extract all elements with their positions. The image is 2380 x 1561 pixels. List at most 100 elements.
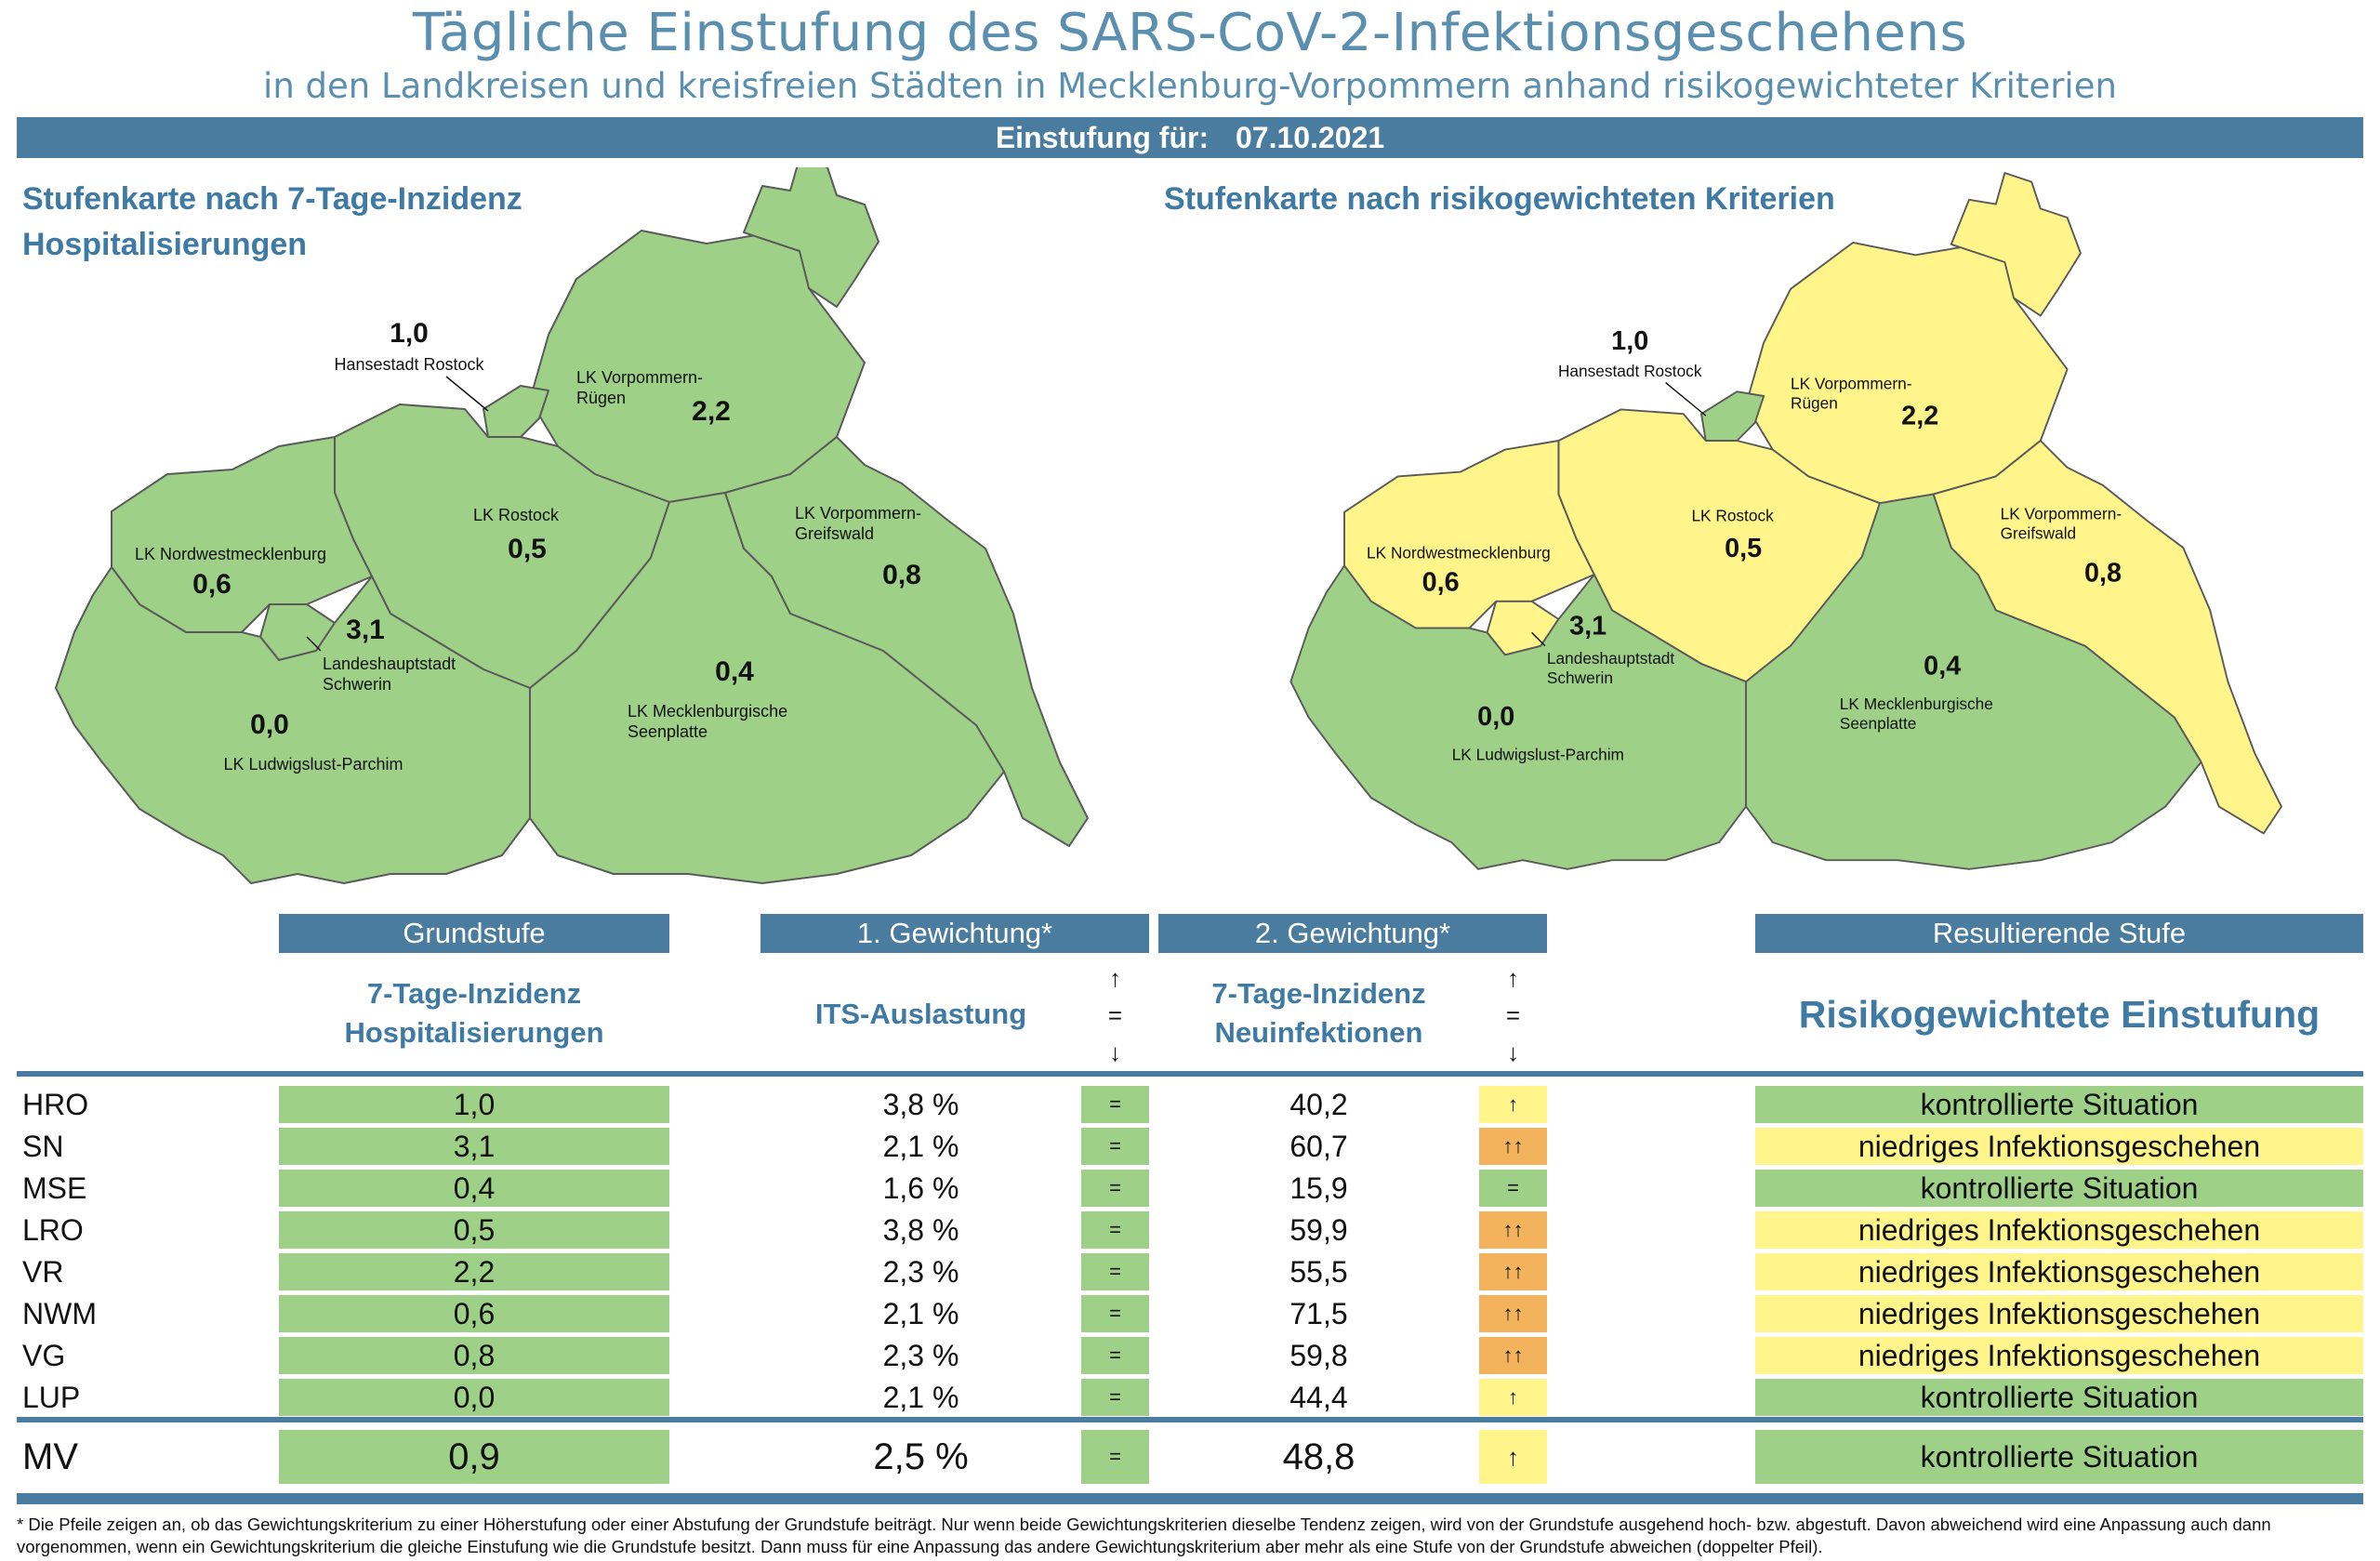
row-its-trend: = <box>1081 1295 1149 1332</box>
legend-down-icon: ↓ <box>1507 1038 1519 1066</box>
its-arrow-legend: ↑ = ↓ <box>1081 959 1149 1071</box>
row-hosp: 0,5 <box>279 1211 669 1249</box>
row-its-trend: = <box>1081 1379 1149 1416</box>
map-left-label-sn-1: Landeshauptstadt <box>323 655 456 673</box>
row-inz-trend: ↑↑ <box>1479 1295 1547 1332</box>
total-hosp: 0,9 <box>279 1430 669 1484</box>
row-its-trend: = <box>1081 1211 1149 1249</box>
map-left-label-nwm: LK Nordwestmecklenburg <box>135 545 326 563</box>
legend-eq-icon: = <box>1505 1001 1521 1029</box>
total-its: 2,5 % <box>873 1436 969 1477</box>
row-inz: 40,2 <box>1289 1088 1348 1121</box>
row-result: niedriges Infektionsgeschehen <box>1755 1211 2363 1249</box>
row-its: 2,1 % <box>882 1130 959 1163</box>
row-its: 2,3 % <box>882 1255 959 1289</box>
row-its: 2,1 % <box>882 1297 959 1330</box>
row-inz: 71,5 <box>1289 1297 1348 1330</box>
row-inz: 15,9 <box>1289 1171 1348 1205</box>
map-left-label-vg-2: Greifswald <box>795 524 874 543</box>
map-left-region-lup <box>55 566 531 884</box>
map-right-value-vg: 0,8 <box>2084 559 2122 589</box>
table-rule-total <box>17 1417 2363 1422</box>
map-right-label-sn-1: Landeshauptstadt <box>1547 649 1674 668</box>
row-result: niedriges Infektionsgeschehen <box>1755 1337 2363 1374</box>
row-inz-trend: = <box>1479 1170 1547 1207</box>
date-bar: Einstufung für: 07.10.2021 <box>17 117 2363 158</box>
row-its-trend: = <box>1081 1128 1149 1165</box>
row-result: kontrollierte Situation <box>1755 1379 2363 1416</box>
page-title: Tägliche Einstufung des SARS-CoV-2-Infek… <box>412 3 1968 63</box>
row-result: kontrollierte Situation <box>1755 1170 2363 1207</box>
subheader-hosp-line1: 7-Tage-Inzidenz <box>366 977 582 1010</box>
row-inz: 60,7 <box>1289 1130 1348 1163</box>
total-code: MV <box>22 1436 78 1477</box>
header-gewichtung1: 1. Gewichtung* <box>760 914 1149 953</box>
row-its: 2,3 % <box>882 1339 959 1372</box>
map-right-label-lro: LK Rostock <box>1691 506 1774 524</box>
subheader-hosp: 7-Tage-Inzidenz Hospitalisierungen <box>279 974 669 1052</box>
map-right-label-hro: Hansestadt Rostock <box>1558 362 1702 380</box>
row-code: NWM <box>22 1297 97 1330</box>
subheader-hosp-line2: Hospitalisierungen <box>344 1016 604 1049</box>
legend-down-icon: ↓ <box>1109 1038 1121 1066</box>
map-left-value-mse: 0,4 <box>715 656 754 687</box>
map-right-value-lro: 0,5 <box>1725 534 1762 563</box>
legend-up-icon: ↑ <box>1109 964 1121 992</box>
date-label: Einstufung für: <box>995 121 1210 154</box>
inz-arrow-legend: ↑ = ↓ <box>1479 959 1547 1071</box>
row-code: VG <box>22 1339 66 1372</box>
row-result: niedriges Infektionsgeschehen <box>1755 1295 2363 1332</box>
row-inz: 55,5 <box>1289 1255 1348 1289</box>
subheader-inz-line2: Neuinfektionen <box>1214 1016 1423 1049</box>
row-its-trend: = <box>1081 1086 1149 1123</box>
map-right-label-lup: LK Ludwigslust-Parchim <box>1452 746 1624 764</box>
row-code: MSE <box>22 1171 87 1205</box>
map-left-value-hro: 1,0 <box>390 318 429 349</box>
row-hosp: 0,4 <box>279 1170 669 1207</box>
map-right-label-nwm: LK Nordwestmecklenburg <box>1367 544 1551 562</box>
map-right-region-lup <box>1289 564 1747 870</box>
row-its-trend: = <box>1081 1253 1149 1290</box>
map-left-region-nwm <box>111 436 373 633</box>
map-right-label-vg-1: LK Vorpommern- <box>2001 504 2122 523</box>
row-inz: 59,8 <box>1289 1339 1348 1372</box>
row-inz-trend: ↑ <box>1479 1379 1547 1416</box>
row-hosp: 1,0 <box>279 1086 669 1123</box>
total-inz: 48,8 <box>1282 1436 1355 1477</box>
map-left-value-sn: 3,1 <box>346 615 385 645</box>
row-hosp: 0,8 <box>279 1337 669 1374</box>
row-inz-trend: ↑↑ <box>1479 1337 1547 1374</box>
row-inz-trend: ↑↑ <box>1479 1211 1547 1249</box>
table-rule-bottom <box>17 1493 2363 1504</box>
map-left-heading: Stufenkarte nach 7-Tage-Inzidenz Hospita… <box>22 177 522 268</box>
map-right-region-hro <box>1700 390 1765 442</box>
map-left-label-mse-2: Seenplatte <box>628 722 707 741</box>
map-right-heading: Stufenkarte nach risikogewichteten Krite… <box>1164 181 1835 217</box>
row-its: 2,1 % <box>882 1381 959 1414</box>
map-left-heading-line2: Hospitalisierungen <box>22 227 308 262</box>
subheader-its: ITS-Auslastung <box>814 998 1027 1030</box>
map-right-value-sn: 3,1 <box>1569 611 1606 641</box>
map-left-label-lup: LK Ludwigslust-Parchim <box>223 755 403 774</box>
map-left-label-lro: LK Rostock <box>473 506 560 524</box>
row-inz: 59,9 <box>1289 1213 1348 1247</box>
row-hosp: 3,1 <box>279 1128 669 1165</box>
row-its-trend: = <box>1081 1337 1149 1374</box>
row-inz-trend: ↑↑ <box>1479 1128 1547 1165</box>
map-right-value-vr: 2,2 <box>1901 402 1938 431</box>
date-value: 07.10.2021 <box>1236 121 1385 154</box>
map-right: 1,0 Hansestadt Rostock LK Vorpommern- Rü… <box>1289 172 2282 870</box>
row-hosp: 0,6 <box>279 1295 669 1332</box>
map-left-label-hro: Hansestadt Rostock <box>334 355 484 374</box>
map-right-label-mse-2: Seenplatte <box>1840 714 1917 733</box>
map-right-label-vr-2: Rügen <box>1791 393 1838 412</box>
row-its-trend: = <box>1081 1170 1149 1207</box>
row-result: kontrollierte Situation <box>1755 1086 2363 1123</box>
row-hosp: 0,0 <box>279 1379 669 1416</box>
row-inz-trend: ↑ <box>1479 1086 1547 1123</box>
map-left-label-vr-2: Rügen <box>576 389 626 407</box>
map-right-value-lup: 0,0 <box>1477 702 1514 732</box>
row-code: SN <box>22 1130 64 1163</box>
map-left-value-lro: 0,5 <box>508 534 547 564</box>
map-left-label-vg-1: LK Vorpommern- <box>795 504 921 523</box>
